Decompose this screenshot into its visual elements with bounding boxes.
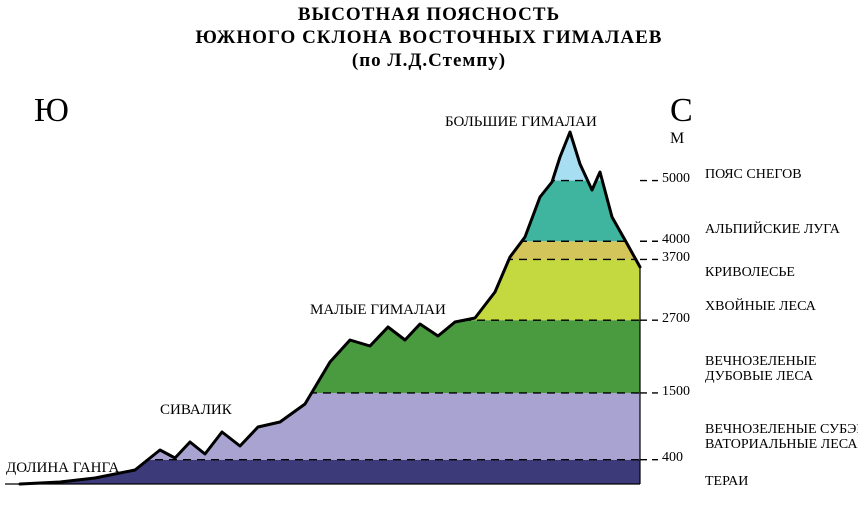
- zone-label-alpine: АЛЬПИЙСКИЕ ЛУГА: [705, 222, 840, 237]
- zone-snow: [15, 132, 645, 181]
- title-line-1: ВЫСОТНАЯ ПОЯСНОСТЬ: [0, 4, 858, 27]
- tick-label: 2700: [662, 311, 690, 327]
- title-block: ВЫСОТНАЯ ПОЯСНОСТЬ ЮЖНОГО СКЛОНА ВОСТОЧН…: [0, 0, 858, 72]
- zone-label-conifer: ХВОЙНЫЕ ЛЕСА: [705, 299, 816, 314]
- range-label-sivalik: СИВАЛИК: [160, 402, 232, 419]
- tick-label: 4000: [662, 232, 690, 248]
- unit-label: М: [670, 130, 684, 148]
- zone-label-terai: ТЕРАИ: [705, 474, 748, 489]
- zone-alpine: [15, 180, 645, 241]
- direction-north: С: [670, 92, 693, 130]
- title-line-2: ЮЖНОГО СКЛОНА ВОСТОЧНЫХ ГИМАЛАЕВ: [0, 27, 858, 50]
- tick-label: 400: [662, 450, 683, 466]
- zone-subeq: [15, 393, 645, 460]
- tick-label: 3700: [662, 250, 690, 266]
- tick-label: 1500: [662, 384, 690, 400]
- range-label-greater: БОЛЬШИЕ ГИМАЛАИ: [445, 114, 597, 131]
- zone-oak: [15, 320, 645, 393]
- zone-label-oak: ВЕЧНОЗЕЛЕНЫЕДУБОВЫЕ ЛЕСА: [705, 354, 817, 385]
- range-label-lesser: МАЛЫЕ ГИМАЛАИ: [310, 302, 446, 319]
- zone-label-krummholz: КРИВОЛЕСЬЕ: [705, 265, 795, 280]
- title-subtitle: (по Л.Д.Стемпу): [0, 50, 858, 72]
- range-label-ganga: ДОЛИНА ГАНГА: [6, 460, 119, 477]
- zone-krummholz: [15, 241, 645, 259]
- diagram: Ю С М 400 1500 2700 3700 4000 5000 ТЕРАИ ВЕЧНОЗ…: [0, 72, 858, 502]
- direction-south: Ю: [34, 92, 69, 130]
- zone-label-snow: ПОЯС СНЕГОВ: [705, 167, 802, 182]
- tick-label: 5000: [662, 171, 690, 187]
- zone-label-subeq: ВЕЧНОЗЕЛЕНЫЕ СУБЭК-ВАТОРИАЛЬНЫЕ ЛЕСА: [705, 422, 858, 453]
